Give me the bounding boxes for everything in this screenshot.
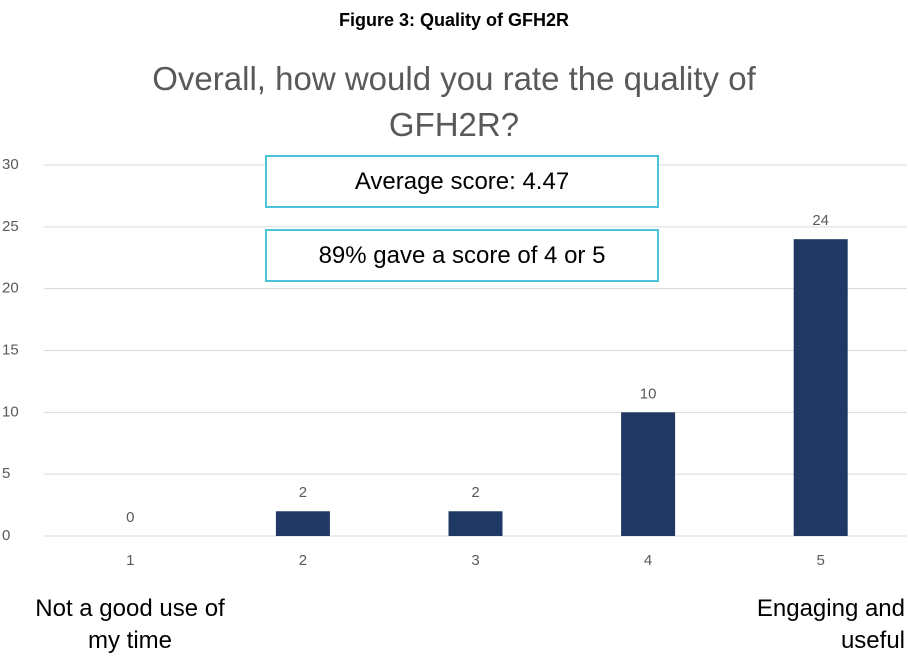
y-tick-label: 25 xyxy=(2,218,19,235)
data-label: 2 xyxy=(299,484,307,501)
y-tick-label: 0 xyxy=(2,527,10,544)
x-axis-high-label: Engaging and useful xyxy=(756,595,905,654)
bar xyxy=(793,239,848,536)
data-label: 2 xyxy=(471,484,479,501)
x-tick-label: 5 xyxy=(817,552,825,569)
data-label: 10 xyxy=(640,385,657,402)
figure-caption: Figure 3: Quality of GFH2R xyxy=(338,10,570,30)
bar xyxy=(621,412,676,536)
y-tick-label: 15 xyxy=(2,341,19,358)
x-tick-label: 3 xyxy=(471,552,479,569)
x-axis-low-label: Not a good use of my time xyxy=(35,595,225,654)
chart-title: Overall, how would you rate the quality … xyxy=(152,60,756,143)
x-tick-label: 4 xyxy=(644,552,652,569)
y-tick-label: 30 xyxy=(2,156,19,173)
x-tick-label: 2 xyxy=(299,552,307,569)
y-tick-label: 20 xyxy=(2,280,19,297)
bar xyxy=(448,511,503,536)
x-tick-label: 1 xyxy=(126,552,134,569)
annotation-box: 89% gave a score of 4 or 5 xyxy=(265,229,659,282)
annotation-box: Average score: 4.47 xyxy=(265,155,659,208)
bar xyxy=(275,511,330,536)
y-tick-label: 5 xyxy=(2,465,10,482)
data-label: 0 xyxy=(126,509,134,526)
y-tick-label: 10 xyxy=(2,403,19,420)
data-label: 24 xyxy=(812,212,829,229)
